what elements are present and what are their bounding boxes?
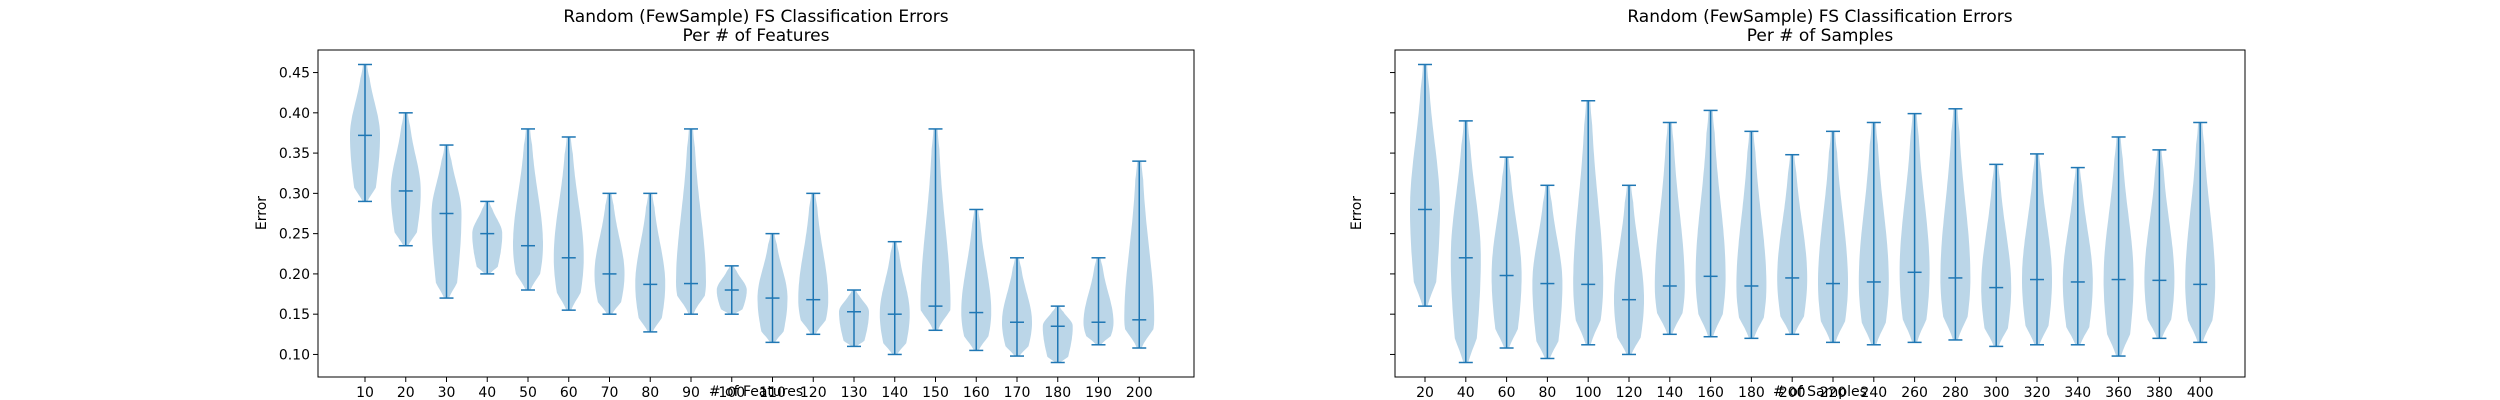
x-tick-label: 320 — [2024, 385, 2051, 400]
chart-samples: Random (FewSample) FS Classification Err… — [1349, 7, 2246, 400]
y-tick-label: 0.25 — [279, 227, 310, 243]
x-tick-label: 90 — [682, 385, 700, 400]
x-tick-label: 180 — [1044, 385, 1071, 400]
chart-title: Random (FewSample) FS Classification Err… — [1627, 7, 2012, 27]
chart-title: Random (FewSample) FS Classification Err… — [563, 7, 948, 27]
x-tick-label: 120 — [1616, 385, 1643, 400]
x-tick-label: 220 — [1820, 385, 1847, 400]
x-tick-label: 120 — [800, 385, 827, 400]
x-tick-label: 160 — [1697, 385, 1724, 400]
x-tick-label: 70 — [601, 385, 619, 400]
y-tick-label: 0.30 — [279, 186, 310, 202]
chart-subtitle: Per # of Samples — [1747, 26, 1894, 46]
x-tick-label: 130 — [841, 385, 868, 400]
x-tick-label: 300 — [1983, 385, 2010, 400]
x-tick-label: 140 — [881, 385, 908, 400]
axes-frame — [1394, 49, 2246, 378]
x-tick-label: 360 — [2105, 385, 2132, 400]
x-tick-label: 180 — [1738, 385, 1765, 400]
x-tick-label: 10 — [356, 385, 374, 400]
x-tick-label: 200 — [1126, 385, 1153, 400]
x-tick-label: 30 — [438, 385, 456, 400]
y-tick-label: 0.20 — [279, 267, 310, 283]
x-axis-label: # of Samples — [1773, 384, 1867, 400]
y-tick-label: 0.15 — [279, 307, 310, 323]
x-tick-label: 170 — [1004, 385, 1031, 400]
axes-frame — [317, 49, 1195, 378]
chart-subtitle: Per # of Features — [682, 26, 829, 46]
y-tick-label: 0.45 — [279, 66, 310, 82]
x-tick-label: 400 — [2187, 385, 2214, 400]
chart-features: Random (FewSample) FS Classification Err… — [254, 7, 1195, 400]
x-tick-label: 260 — [1901, 385, 1928, 400]
x-tick-label: 100 — [1575, 385, 1602, 400]
y-tick-label: 0.40 — [279, 106, 310, 122]
x-tick-label: 110 — [759, 385, 786, 400]
x-tick-label: 100 — [718, 385, 745, 400]
x-axis-label: # of Features — [709, 384, 803, 400]
x-tick-label: 60 — [560, 385, 578, 400]
x-tick-label: 280 — [1942, 385, 1969, 400]
x-tick-label: 20 — [1416, 385, 1434, 400]
x-tick-label: 140 — [1656, 385, 1683, 400]
x-tick-label: 40 — [478, 385, 496, 400]
x-tick-label: 380 — [2146, 385, 2173, 400]
x-tick-label: 200 — [1779, 385, 1806, 400]
x-tick-label: 160 — [963, 385, 990, 400]
y-axis-label: Error — [1349, 196, 1365, 230]
x-tick-label: 190 — [1085, 385, 1112, 400]
y-tick-label: 0.35 — [279, 146, 310, 162]
x-tick-label: 150 — [922, 385, 949, 400]
y-tick-label: 0.10 — [279, 347, 310, 363]
x-tick-label: 240 — [1860, 385, 1887, 400]
x-tick-label: 50 — [519, 385, 537, 400]
y-axis-label: Error — [254, 196, 270, 230]
x-tick-label: 40 — [1457, 385, 1475, 400]
x-tick-label: 20 — [397, 385, 415, 400]
x-tick-label: 340 — [2064, 385, 2091, 400]
x-tick-label: 60 — [1498, 385, 1516, 400]
x-tick-label: 80 — [1538, 385, 1556, 400]
x-tick-label: 80 — [641, 385, 659, 400]
